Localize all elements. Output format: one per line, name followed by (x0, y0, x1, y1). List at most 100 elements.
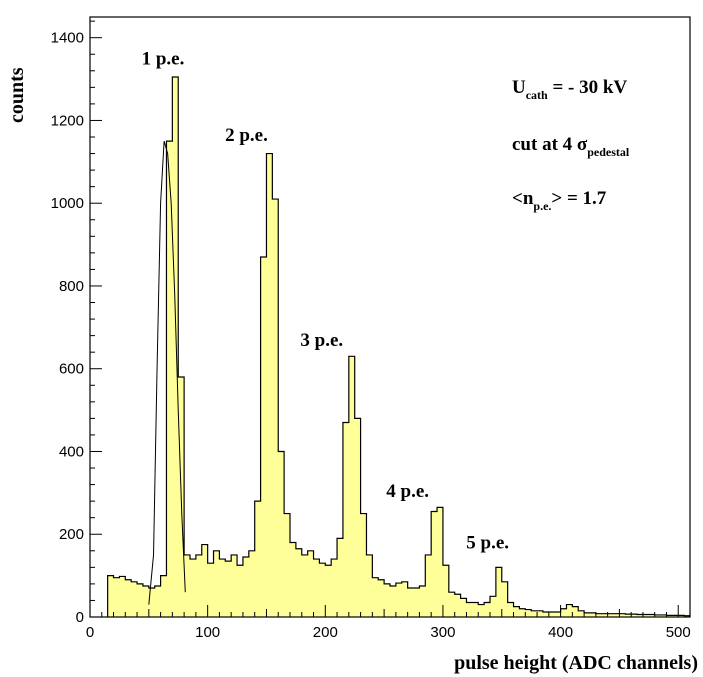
histogram-bin (337, 538, 344, 617)
y-tick-label: 400 (59, 443, 84, 460)
histogram-bin (678, 615, 685, 617)
histogram-bin (184, 554, 191, 617)
histogram-bin (607, 613, 614, 617)
peak-annotations: 1 p.e. 2 p.e. 3 p.e. 4 p.e. 5 p.e. (142, 49, 509, 554)
histogram-bars (107, 77, 691, 617)
y-tick-label: 600 (59, 361, 84, 378)
histogram-bin (166, 141, 173, 617)
histogram-bin (401, 581, 409, 617)
histogram-bin (348, 356, 356, 617)
histogram-bin (160, 575, 167, 617)
gaussian-fit-curve (148, 141, 186, 605)
histogram-bin (190, 559, 197, 617)
x-tick-label: 0 (86, 624, 94, 641)
histogram-bin (501, 581, 509, 617)
histogram-bin (248, 550, 256, 617)
histogram-bin (519, 608, 526, 617)
histogram-bin (137, 583, 144, 617)
histogram-bin (242, 557, 250, 617)
histogram-bin (119, 576, 126, 617)
histogram-bin (419, 585, 426, 617)
peak-label: 1 p.e. (142, 49, 185, 70)
histogram-bin (595, 613, 603, 617)
histogram-bin (201, 544, 209, 617)
histogram-bin (648, 614, 656, 617)
histogram-bin (542, 612, 550, 617)
histogram-bin (272, 199, 279, 617)
peak-label: 3 p.e. (300, 330, 343, 351)
histogram-bin (354, 418, 361, 617)
histogram-bin (495, 567, 503, 617)
info-line: Ucath = - 30 kV (512, 77, 627, 102)
histogram-bin (266, 153, 273, 617)
histogram-bin (654, 614, 661, 617)
histogram-bin (554, 612, 561, 617)
histogram-bin (460, 598, 467, 617)
x-tick-label: 400 (548, 624, 573, 641)
histogram-bin (572, 606, 579, 617)
y-tick-label: 0 (76, 609, 84, 626)
info-line: cut at 4 σpedestal (512, 134, 630, 159)
histogram-bin (254, 501, 261, 617)
histogram-outline (107, 76, 691, 617)
histogram-bin (301, 554, 309, 617)
histogram-bin (331, 559, 338, 617)
histogram-bin (472, 602, 479, 617)
histogram-bin (672, 615, 679, 617)
histogram-bin (390, 585, 397, 617)
histogram-bin (142, 585, 150, 617)
histogram-bin (466, 602, 473, 617)
histogram-bin (366, 554, 373, 617)
histogram-bin (284, 513, 291, 617)
histogram-bin (154, 585, 161, 617)
histogram-bin (372, 577, 379, 617)
histogram-bin (642, 614, 650, 617)
histogram-bin (637, 614, 644, 617)
histogram-bin (490, 596, 497, 617)
histogram-bin (219, 559, 226, 617)
x-tick-label: 500 (666, 624, 691, 641)
histogram-bin (560, 608, 567, 617)
plot-frame (89, 16, 691, 618)
y-axis-title: counts (6, 67, 28, 123)
histogram-bin (378, 579, 385, 617)
y-tick-label: 1400 (51, 30, 84, 47)
histogram-bin (666, 615, 673, 617)
histogram-bin (660, 614, 667, 617)
histogram-bin (207, 563, 214, 617)
histogram-bin (131, 581, 138, 617)
histogram-bin (260, 257, 267, 617)
histogram-bin (537, 610, 544, 617)
histogram-bin (566, 604, 573, 617)
histogram-bin (313, 559, 320, 617)
peak-label: 5 p.e. (466, 533, 509, 554)
histogram-bin (454, 594, 461, 617)
y-tick-label: 1200 (51, 112, 84, 129)
histogram-bin (195, 554, 203, 617)
histogram-bin (172, 77, 179, 617)
histogram-bin (531, 610, 538, 617)
y-tick-label: 800 (59, 278, 84, 295)
histogram-bin (319, 563, 326, 617)
histogram-bin (290, 542, 297, 617)
histogram-bin (525, 609, 532, 617)
histogram-bin (590, 612, 597, 617)
peak-label: 2 p.e. (225, 125, 268, 146)
histogram-bin (113, 577, 120, 617)
histogram-bin (237, 565, 244, 617)
histogram-bin (442, 565, 450, 617)
histogram-bin (107, 575, 114, 617)
histogram-bin (625, 614, 632, 617)
histogram-bin (584, 612, 591, 617)
info-box: Ucath = - 30 kV cut at 4 σpedestal <np.e.>… (512, 77, 630, 213)
histogram-bin (548, 612, 556, 617)
histogram-bin (631, 614, 638, 617)
axis-ticks (89, 20, 691, 618)
histogram-bin (225, 561, 232, 617)
y-tick-label: 1000 (51, 195, 84, 212)
histogram-bin (395, 583, 403, 617)
histogram-bin (431, 511, 438, 617)
histogram-bin (407, 588, 414, 617)
histogram-bin (384, 583, 391, 617)
